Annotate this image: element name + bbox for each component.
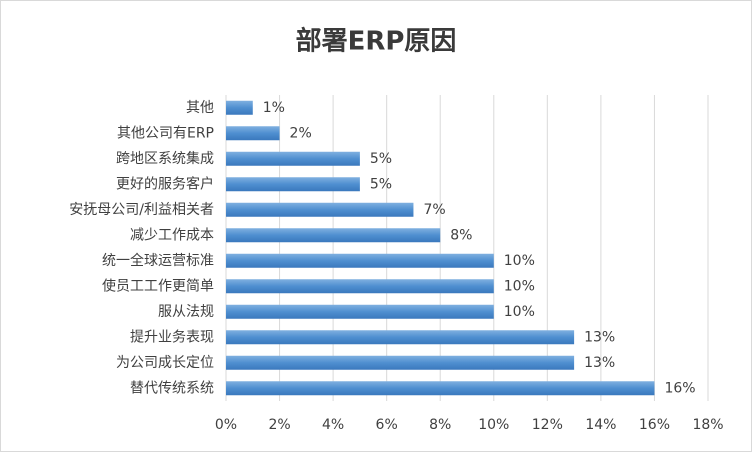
chart-title: 部署ERP原因 [296,27,457,57]
value-label: 10% [504,253,535,269]
y-tick-label: 提升业务表现 [130,329,214,345]
x-tick-label: 0% [215,417,237,433]
y-tick-label: 替代传统系统 [130,380,214,396]
bar [226,253,494,268]
value-label: 13% [584,329,615,345]
value-label: 16% [664,380,695,396]
bar [226,304,494,319]
x-tick-label: 12% [532,417,563,433]
bar [226,355,575,370]
x-tick-label: 4% [322,417,344,433]
x-tick-label: 6% [376,417,398,433]
bar [226,177,360,192]
value-label: 10% [504,278,535,294]
bar [226,126,280,141]
y-tick-label: 为公司成长定位 [116,355,214,371]
y-tick-label: 服从法规 [158,304,214,320]
value-label: 2% [290,125,312,141]
y-tick-label: 使员工工作更简单 [102,277,214,294]
x-tick-label: 18% [692,417,723,433]
value-label: 7% [423,202,445,218]
value-label: 8% [450,227,472,243]
bar [226,202,414,217]
bar [226,151,360,166]
bar [226,279,494,294]
x-tick-label: 16% [639,417,670,433]
bar [226,381,655,396]
value-label: 1% [263,100,285,116]
bar [226,330,575,345]
value-label: 10% [504,304,535,320]
value-label: 13% [584,355,615,371]
y-tick-label: 更好的服务客户 [116,175,214,192]
y-tick-label: 跨地区系统集成 [116,150,214,167]
y-tick-label: 其他公司有ERP [117,125,214,141]
x-tick-label: 14% [585,417,616,433]
bar [226,228,441,243]
y-tick-label: 统一全球运营标准 [102,252,214,269]
y-tick-label: 其他 [186,100,214,116]
x-tick-label: 2% [268,417,290,433]
x-tick-label: 8% [429,417,451,433]
bar [226,100,253,115]
value-label: 5% [370,151,392,167]
value-label: 5% [370,176,392,192]
y-tick-label: 安抚母公司/利益相关者 [69,202,214,218]
y-tick-label: 减少工作成本 [130,227,214,243]
x-tick-label: 10% [478,417,509,433]
